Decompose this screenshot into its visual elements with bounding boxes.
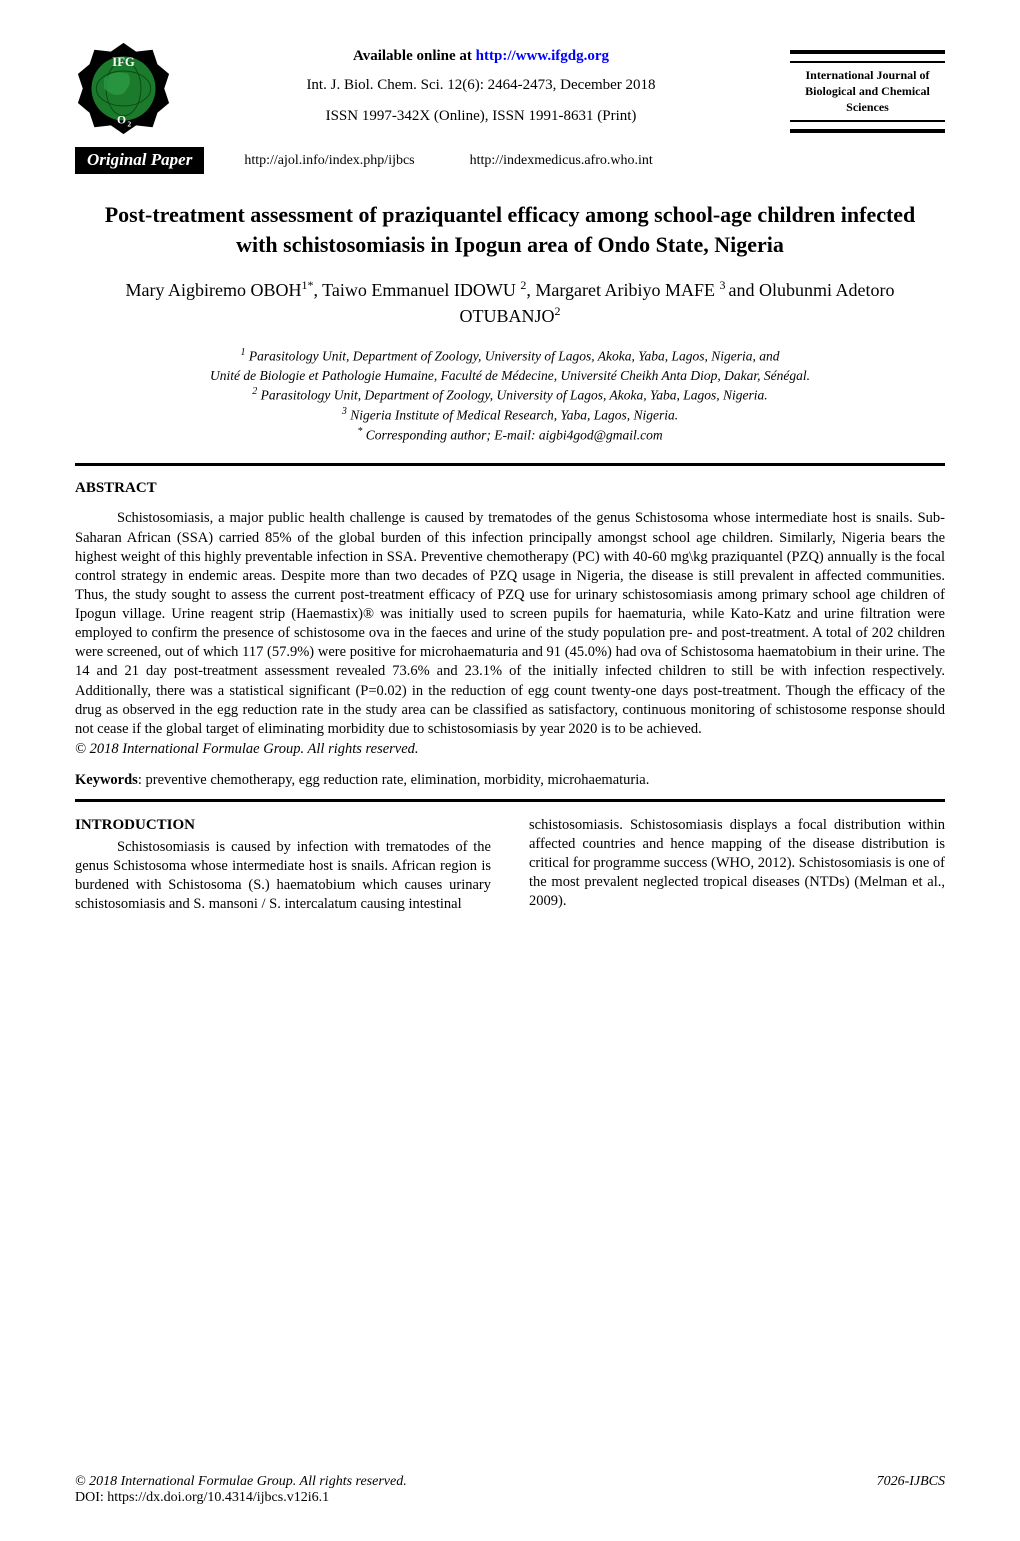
- author-3-sup: 3: [720, 278, 729, 292]
- author-1-sup: 1*: [301, 278, 313, 292]
- divider-top: [75, 463, 945, 466]
- header-right: International Journal of Biological and …: [790, 40, 945, 133]
- svg-text:2: 2: [127, 119, 131, 128]
- paper-title: Post-treatment assessment of praziquante…: [85, 200, 935, 259]
- journal-logo: IFG O 2: [75, 40, 172, 137]
- citation-line: Int. J. Biol. Chem. Sci. 12(6): 2464-247…: [190, 77, 772, 94]
- intro-paragraph-right: schistosomiasis. Schistosomiasis display…: [529, 816, 945, 912]
- intro-paragraph-left: Schistosomiasis is caused by infection w…: [75, 838, 491, 915]
- available-prefix: Available online at: [353, 48, 476, 64]
- author-1: Mary Aigbiremo OBOH: [126, 280, 302, 300]
- journal-name-box: International Journal of Biological and …: [790, 50, 945, 133]
- footer-copyright: © 2018 International Formulae Group. All…: [75, 1474, 407, 1489]
- paper-links: http://ajol.info/index.php/ijbcs http://…: [244, 153, 652, 169]
- indexmedicus-link[interactable]: http://indexmedicus.afro.who.int: [470, 153, 653, 169]
- intro-column-left: INTRODUCTION Schistosomiasis is caused b…: [75, 816, 491, 914]
- affiliation-3: Nigeria Institute of Medical Research, Y…: [347, 408, 678, 423]
- introduction-heading: INTRODUCTION: [75, 816, 491, 836]
- divider-bottom: [75, 799, 945, 802]
- ajol-link[interactable]: http://ajol.info/index.php/ijbcs: [244, 153, 414, 169]
- footer-doi: DOI: https://dx.doi.org/10.4314/ijbcs.v1…: [75, 1490, 407, 1506]
- affiliation-1: Parasitology Unit, Department of Zoology…: [245, 348, 779, 363]
- intro-column-right: schistosomiasis. Schistosomiasis display…: [529, 816, 945, 914]
- keywords-line: Keywords: preventive chemotherapy, egg r…: [75, 772, 945, 789]
- footer-left: © 2018 International Formulae Group. All…: [75, 1474, 407, 1506]
- authors: Mary Aigbiremo OBOH1*, Taiwo Emmanuel ID…: [75, 277, 945, 329]
- svg-text:IFG: IFG: [112, 55, 135, 69]
- original-paper-badge: Original Paper: [75, 147, 204, 174]
- keywords-text: : preventive chemotherapy, egg reduction…: [138, 772, 649, 788]
- issn-line: ISSN 1997-342X (Online), ISSN 1991-8631 …: [190, 108, 772, 125]
- introduction-section: INTRODUCTION Schistosomiasis is caused b…: [75, 816, 945, 914]
- affiliations: 1 Parasitology Unit, Department of Zoolo…: [75, 346, 945, 446]
- author-2: , Taiwo Emmanuel IDOWU: [313, 280, 520, 300]
- journal-name-text: International Journal of Biological and …: [790, 61, 945, 122]
- svg-text:O: O: [117, 113, 126, 126]
- page-footer: © 2018 International Formulae Group. All…: [75, 1474, 945, 1506]
- available-online-line: Available online at http://www.ifgdg.org: [190, 48, 772, 65]
- abstract-copyright: © 2018 International Formulae Group. All…: [75, 741, 945, 758]
- footer-code: 7026-IJBCS: [877, 1474, 945, 1506]
- keywords-label: Keywords: [75, 772, 138, 788]
- corresponding-author: Corresponding author; E-mail: aigbi4god@…: [362, 428, 662, 443]
- affiliation-2: Parasitology Unit, Department of Zoology…: [257, 388, 767, 403]
- available-link[interactable]: http://www.ifgdg.org: [476, 48, 609, 64]
- author-3: , Margaret Aribiyo MAFE: [526, 280, 719, 300]
- header-center: Available online at http://www.ifgdg.org…: [190, 40, 772, 125]
- abstract-heading: ABSTRACT: [75, 480, 945, 497]
- affiliation-1b: Unité de Biologie et Pathologie Humaine,…: [210, 368, 810, 383]
- abstract-body: Schistosomiasis, a major public health c…: [75, 509, 945, 739]
- ifg-logo-svg: IFG O 2: [75, 40, 172, 137]
- author-4-sup: 2: [555, 304, 561, 318]
- paper-row: Original Paper http://ajol.info/index.ph…: [75, 147, 945, 174]
- header-row: IFG O 2 Available online at http://www.i…: [75, 40, 945, 137]
